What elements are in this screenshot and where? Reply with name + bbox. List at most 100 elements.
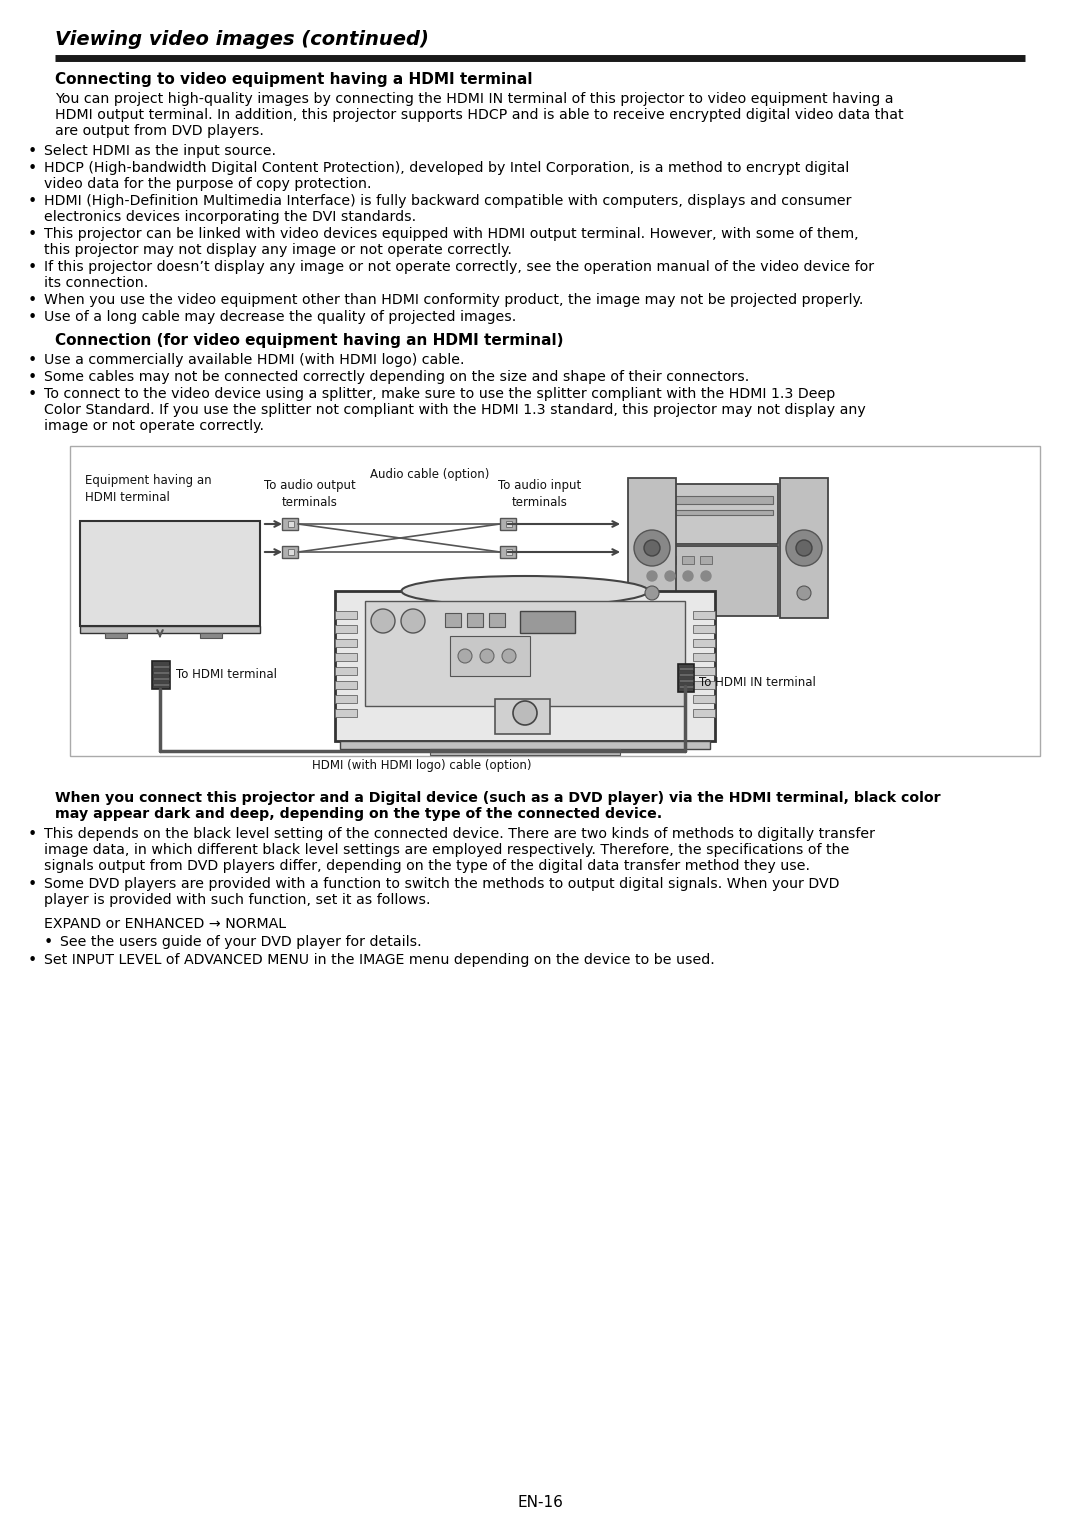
Bar	[340, 741, 710, 750]
Text: See the users guide of your DVD player for details.: See the users guide of your DVD player f…	[60, 935, 421, 948]
Circle shape	[683, 571, 693, 580]
Bar	[643, 510, 773, 515]
Bar	[365, 602, 685, 705]
Text: •: •	[28, 160, 37, 176]
Circle shape	[644, 541, 660, 556]
Text: Some DVD players are provided with a function to switch the methods to output di: Some DVD players are provided with a fun…	[44, 876, 839, 890]
Bar	[430, 750, 620, 754]
Text: When you use the video equipment other than HDMI conformity product, the image m: When you use the video equipment other t…	[44, 293, 863, 307]
Bar	[335, 625, 357, 634]
Bar	[335, 709, 357, 718]
Bar	[335, 695, 357, 702]
Text: This projector can be linked with video devices equipped with HDMI output termin: This projector can be linked with video …	[44, 228, 859, 241]
Bar	[445, 612, 461, 628]
Bar	[679, 680, 693, 683]
Text: Equipment having an
HDMI terminal: Equipment having an HDMI terminal	[85, 473, 212, 504]
Bar	[519, 611, 575, 634]
Text: electronics devices incorporating the DVI standards.: electronics devices incorporating the DV…	[44, 211, 416, 224]
Bar	[335, 654, 357, 661]
Text: Viewing video images (continued): Viewing video images (continued)	[55, 31, 429, 49]
Text: •: •	[28, 953, 37, 968]
Text: Some cables may not be connected correctly depending on the size and shape of th: Some cables may not be connected correct…	[44, 370, 750, 383]
Bar	[693, 625, 715, 634]
Bar	[693, 695, 715, 702]
Text: To HDMI terminal: To HDMI terminal	[176, 669, 276, 681]
Bar	[288, 550, 294, 554]
Bar	[153, 664, 168, 667]
Text: player is provided with such function, set it as follows.: player is provided with such function, s…	[44, 893, 431, 907]
Bar	[450, 637, 530, 676]
Bar	[664, 556, 676, 563]
Bar	[152, 661, 170, 689]
Bar	[693, 681, 715, 689]
Circle shape	[701, 571, 711, 580]
Circle shape	[797, 586, 811, 600]
Bar	[681, 556, 694, 563]
Text: •: •	[28, 310, 37, 325]
Circle shape	[647, 571, 657, 580]
Text: •: •	[28, 144, 37, 159]
Text: Color Standard. If you use the splitter not compliant with the HDMI 1.3 standard: Color Standard. If you use the splitter …	[44, 403, 866, 417]
Bar	[679, 673, 693, 676]
Text: HDMI output terminal. In addition, this projector supports HDCP and is able to r: HDMI output terminal. In addition, this …	[55, 108, 904, 122]
Bar	[507, 521, 512, 527]
Circle shape	[401, 609, 426, 634]
Bar	[679, 686, 693, 689]
Bar	[678, 664, 694, 692]
Text: •: •	[28, 370, 37, 385]
Bar	[693, 654, 715, 661]
Text: •: •	[28, 353, 37, 368]
Circle shape	[786, 530, 822, 567]
Circle shape	[796, 541, 812, 556]
Bar	[700, 556, 712, 563]
Text: •: •	[28, 228, 37, 241]
Bar	[500, 518, 516, 530]
Circle shape	[458, 649, 472, 663]
Bar	[153, 683, 168, 686]
Bar	[282, 547, 298, 557]
Text: Connecting to video equipment having a HDMI terminal: Connecting to video equipment having a H…	[55, 72, 532, 87]
Text: are output from DVD players.: are output from DVD players.	[55, 124, 264, 137]
Text: •: •	[28, 194, 37, 209]
Text: EN-16: EN-16	[517, 1495, 563, 1510]
Text: HDMI (with HDMI logo) cable (option): HDMI (with HDMI logo) cable (option)	[312, 759, 531, 773]
Circle shape	[372, 609, 395, 634]
Text: Connection (for video equipment having an HDMI terminal): Connection (for video equipment having a…	[55, 333, 564, 348]
Bar	[335, 667, 357, 675]
Bar	[507, 550, 512, 554]
Text: •: •	[28, 293, 37, 308]
Circle shape	[480, 649, 494, 663]
Text: •: •	[28, 876, 37, 892]
Text: •: •	[28, 386, 37, 402]
Text: To connect to the video device using a splitter, make sure to use the splitter c: To connect to the video device using a s…	[44, 386, 835, 402]
Circle shape	[502, 649, 516, 663]
Bar	[153, 676, 168, 680]
Circle shape	[665, 571, 675, 580]
Bar	[679, 667, 693, 670]
Bar	[288, 521, 294, 527]
Bar	[335, 611, 357, 618]
Text: Use a commercially available HDMI (with HDMI logo) cable.: Use a commercially available HDMI (with …	[44, 353, 464, 366]
Text: Audio cable (option): Audio cable (option)	[370, 467, 489, 481]
Text: signals output from DVD players differ, depending on the type of the digital dat: signals output from DVD players differ, …	[44, 860, 810, 873]
Text: You can project high-quality images by connecting the HDMI IN terminal of this p: You can project high-quality images by c…	[55, 92, 893, 105]
Bar	[489, 612, 505, 628]
Ellipse shape	[402, 576, 648, 606]
Text: this projector may not display any image or not operate correctly.: this projector may not display any image…	[44, 243, 512, 257]
Bar	[646, 556, 658, 563]
Bar	[638, 484, 778, 544]
Text: video data for the purpose of copy protection.: video data for the purpose of copy prote…	[44, 177, 372, 191]
Text: EXPAND or ENHANCED → NORMAL: EXPAND or ENHANCED → NORMAL	[44, 918, 286, 931]
Bar	[282, 518, 298, 530]
Text: HDMI (High-Definition Multimedia Interface) is fully backward compatible with co: HDMI (High-Definition Multimedia Interfa…	[44, 194, 851, 208]
Text: image or not operate correctly.: image or not operate correctly.	[44, 418, 264, 434]
Bar	[105, 634, 127, 638]
Bar	[335, 591, 715, 741]
Text: To audio output
terminals: To audio output terminals	[265, 479, 356, 508]
Text: This depends on the black level setting of the connected device. There are two k: This depends on the black level setting …	[44, 828, 875, 841]
Text: its connection.: its connection.	[44, 276, 148, 290]
Bar	[467, 612, 483, 628]
Text: •: •	[28, 260, 37, 275]
Text: Set INPUT LEVEL of ADVANCED MENU in the IMAGE menu depending on the device to be: Set INPUT LEVEL of ADVANCED MENU in the …	[44, 953, 715, 967]
Bar	[638, 547, 778, 615]
